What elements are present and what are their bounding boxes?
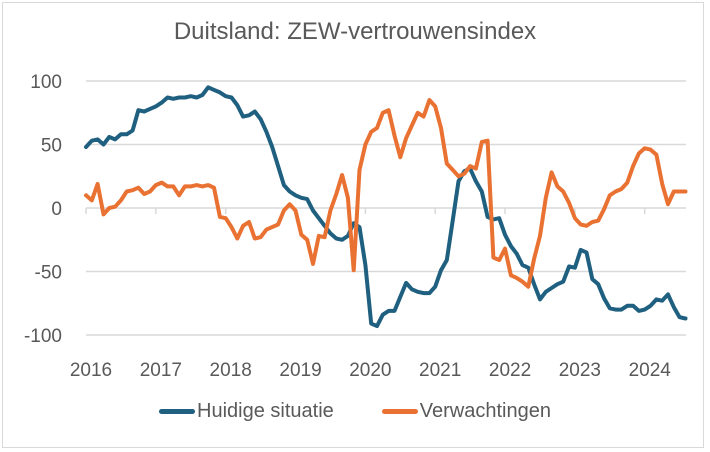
series-line-verwachtingen <box>84 98 688 289</box>
series-lines <box>84 85 688 329</box>
x-tick-label: 2024 <box>629 360 672 381</box>
y-tick-label: -100 <box>24 326 62 347</box>
x-tick-label: 2018 <box>210 360 252 381</box>
x-tick-label: 2019 <box>279 360 321 381</box>
x-axis: 2016 2017 2018 2019 2020 2021 2022 2023 2024 <box>70 207 686 381</box>
y-tick-label: 50 <box>41 136 62 157</box>
x-tick-label: 2016 <box>70 360 112 381</box>
x-tick-label: 2023 <box>559 360 601 381</box>
legend-item-verwachtingen[interactable]: Verwachtingen <box>381 400 551 423</box>
gridlines <box>86 80 686 336</box>
x-tick-label: 2021 <box>419 360 461 381</box>
legend-label: Huidige situatie <box>197 400 334 422</box>
x-tick-label: 2020 <box>349 360 391 381</box>
y-tick-label: 100 <box>30 72 62 93</box>
x-tick-label: 2022 <box>489 360 531 381</box>
chart-title: Duitsland: ZEW-vertrouwensindex <box>173 18 537 45</box>
legend-item-huidige-situatie[interactable]: Huidige situatie <box>159 400 334 423</box>
legend-swatch-verwachtingen <box>381 409 418 414</box>
legend-swatch-huidige-situatie <box>159 409 196 414</box>
y-tick-label: 0 <box>51 199 62 220</box>
legend-label: Verwachtingen <box>419 400 551 422</box>
x-tick-label: 2017 <box>140 360 182 381</box>
legend: Huidige situatie Verwachtingen <box>0 400 710 423</box>
series-line-huidige-situatie <box>84 85 688 329</box>
y-axis-ticks: 100 50 0 -50 -100 <box>24 72 62 347</box>
y-tick-label: -50 <box>35 263 62 284</box>
